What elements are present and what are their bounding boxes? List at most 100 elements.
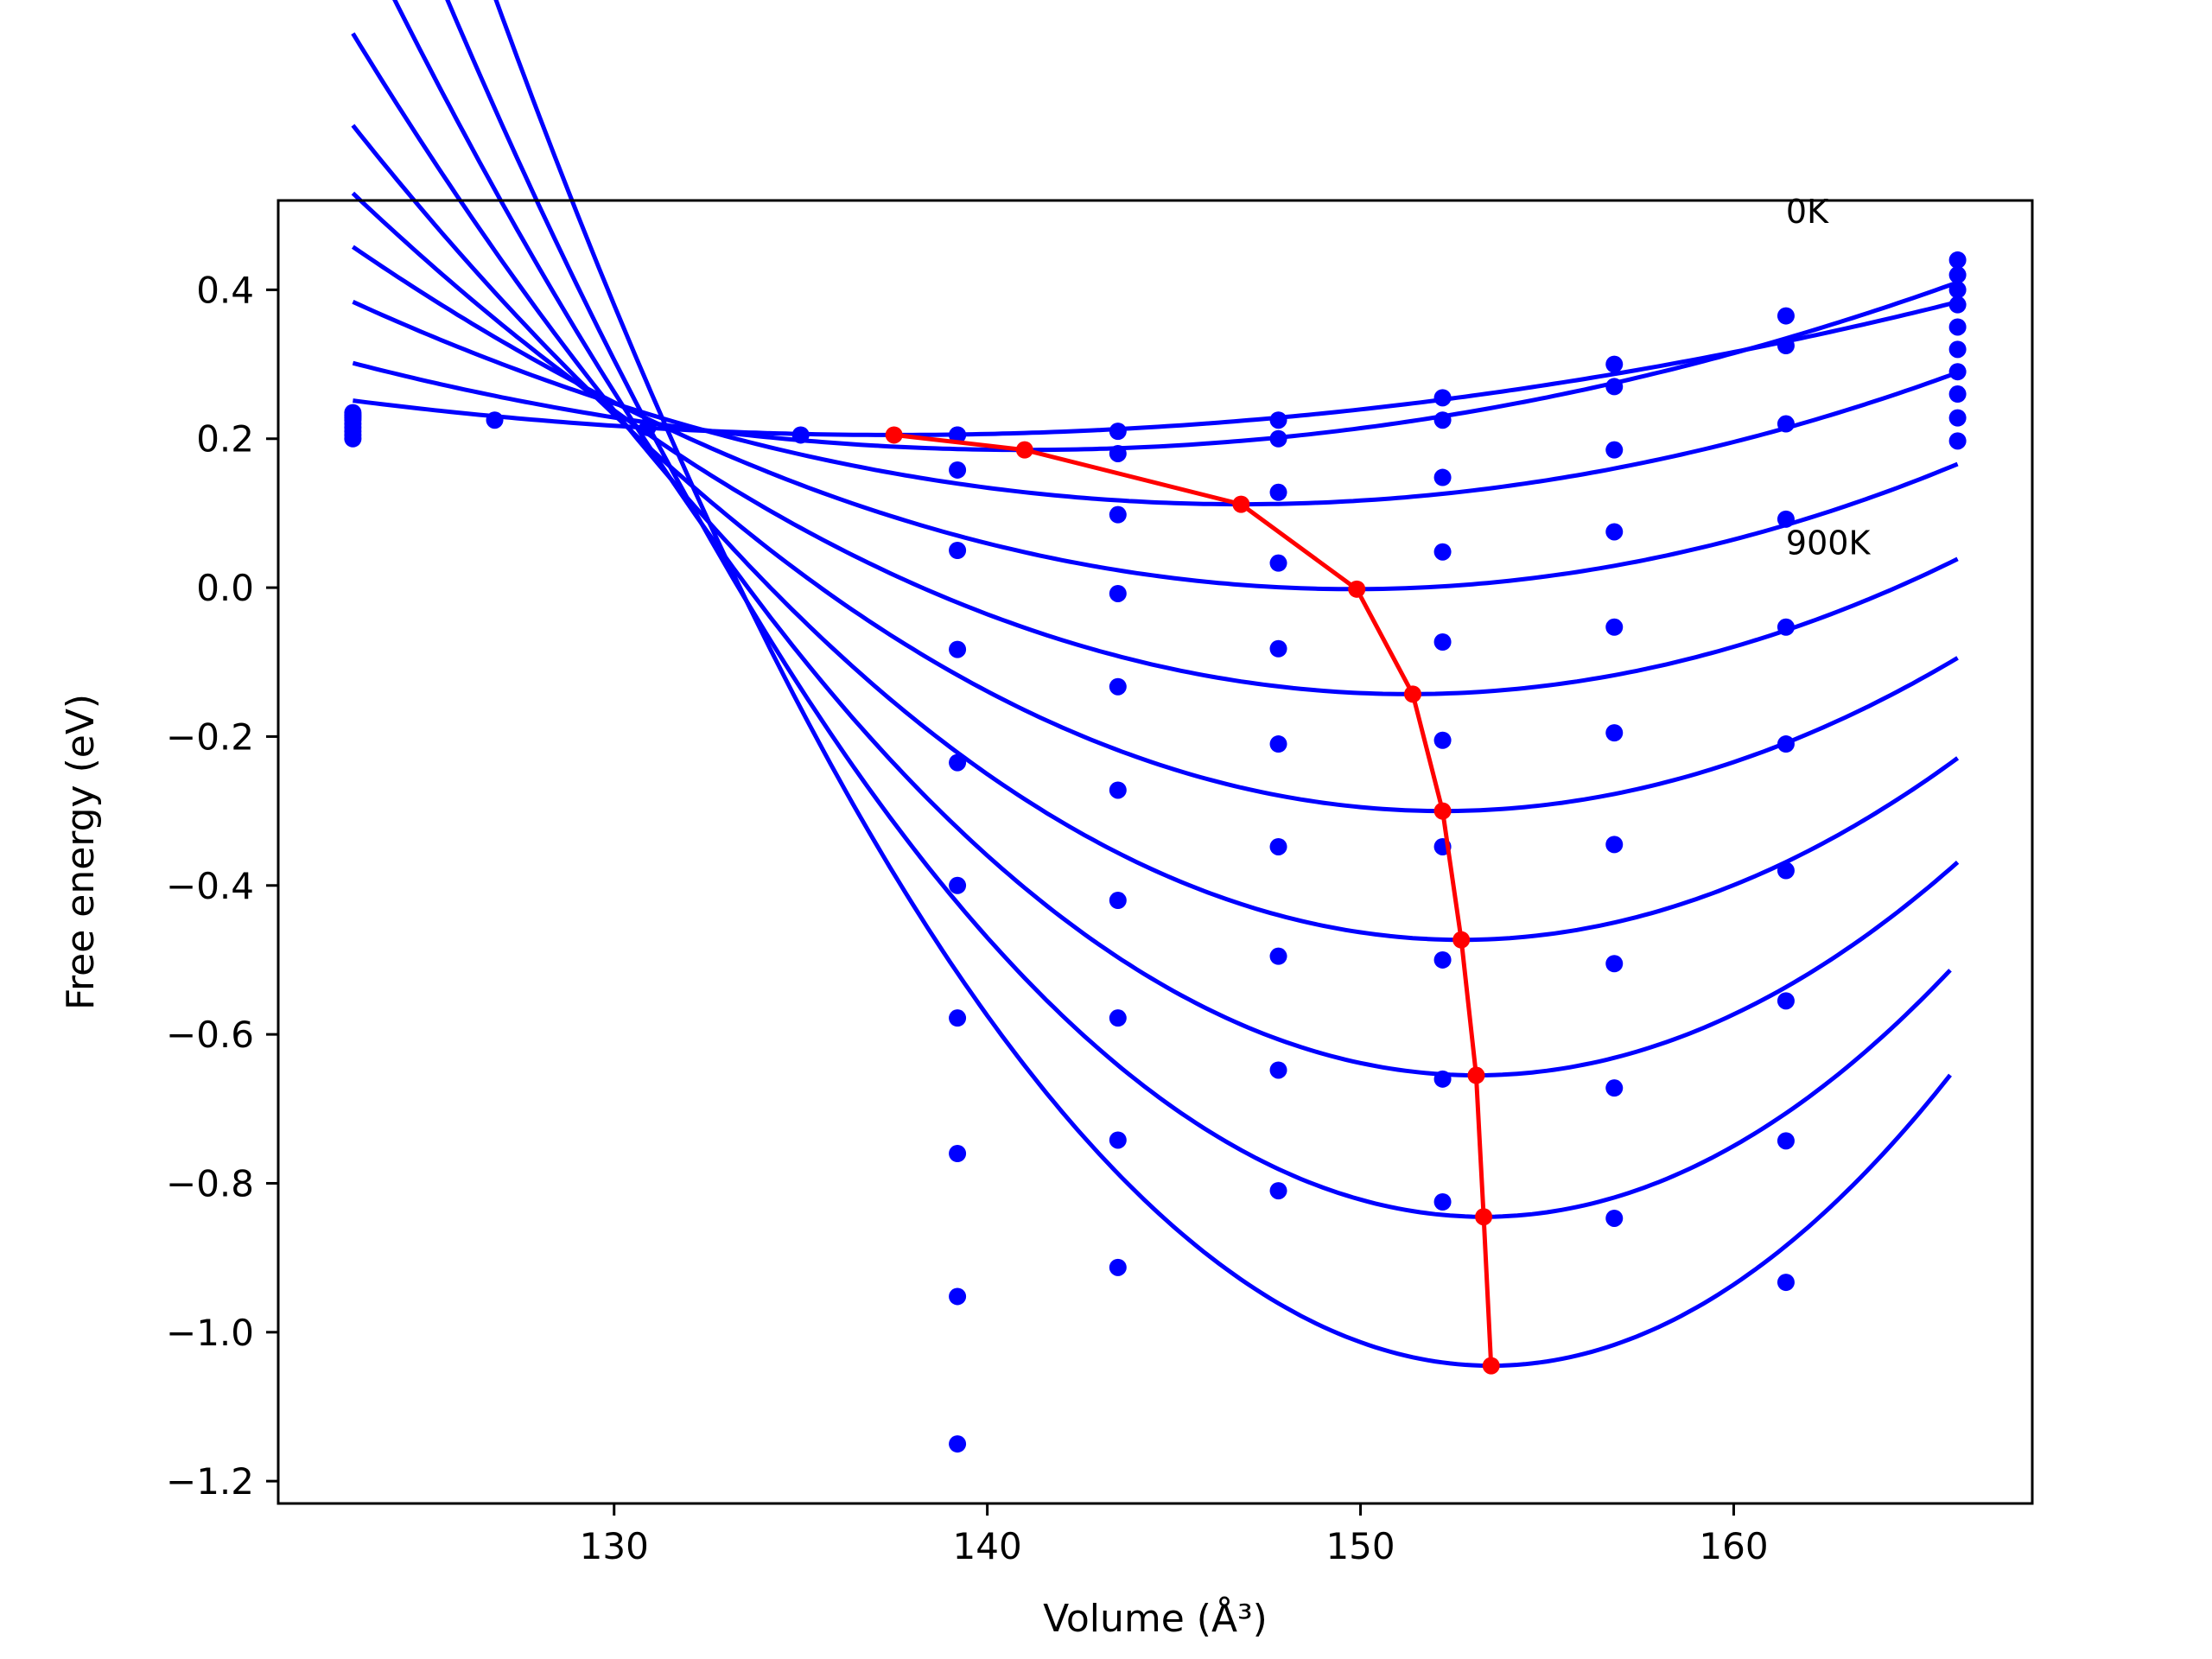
data-point-800K-2 bbox=[1109, 1131, 1127, 1149]
y-tick-label: −0.4 bbox=[166, 865, 254, 907]
minimum-point-7 bbox=[1467, 1066, 1485, 1084]
data-point-700K-6 bbox=[1777, 992, 1795, 1010]
data-point-700K-4 bbox=[1433, 950, 1452, 969]
data-point-0K-7 bbox=[1433, 389, 1452, 407]
data-point-0K-10 bbox=[1948, 251, 1967, 269]
data-point-600K-6 bbox=[1777, 861, 1795, 880]
y-tick-label: −0.2 bbox=[166, 715, 254, 758]
minimum-point-9 bbox=[1482, 1357, 1500, 1375]
data-point-600K-7 bbox=[1948, 363, 1967, 381]
data-point-300K-5 bbox=[1605, 523, 1624, 541]
data-point-100K-1 bbox=[949, 426, 967, 444]
data-point-100K-4 bbox=[1433, 411, 1452, 429]
data-point-400K-3 bbox=[1269, 639, 1287, 658]
minimum-point-1 bbox=[1015, 441, 1033, 459]
y-axis-label: Free energy (eV) bbox=[59, 694, 103, 1010]
data-point-900K-4 bbox=[1433, 1193, 1452, 1211]
data-point-700K-5 bbox=[1605, 955, 1624, 973]
data-point-300K-6 bbox=[1777, 510, 1795, 528]
fit-curve-900K bbox=[493, 0, 1952, 1369]
y-tick-label: 0.4 bbox=[196, 269, 254, 311]
axes-frame bbox=[276, 199, 2034, 1505]
data-point-0K-6 bbox=[1269, 411, 1287, 429]
data-point-100K-6 bbox=[1777, 337, 1795, 355]
data-point-900K-5 bbox=[1605, 1209, 1624, 1227]
data-point-0K-9 bbox=[1777, 307, 1795, 325]
data-point-0K-2 bbox=[639, 418, 657, 436]
data-point-700K-1 bbox=[949, 1009, 967, 1027]
data-point-100K-5 bbox=[1605, 378, 1624, 396]
data-point-700K-3 bbox=[1269, 947, 1287, 965]
data-point-0K-5 bbox=[1109, 423, 1127, 441]
minimum-point-5 bbox=[1433, 802, 1452, 820]
data-point-600K-3 bbox=[1269, 837, 1287, 855]
data-point-900K-0 bbox=[344, 404, 362, 422]
data-point-400K-6 bbox=[1777, 618, 1795, 636]
minima-line bbox=[893, 432, 1494, 1366]
annotations: 0K 900K bbox=[1786, 193, 1872, 562]
data-point-700K-2 bbox=[1109, 1009, 1127, 1027]
data-point-200K-1 bbox=[949, 461, 967, 479]
x-axis-label: Volume (Å³) bbox=[1043, 1595, 1268, 1641]
data-point-500K-2 bbox=[1109, 781, 1127, 799]
data-point-500K-1 bbox=[949, 753, 967, 772]
minima-path bbox=[885, 426, 1500, 1375]
minimum-point-0 bbox=[885, 426, 903, 444]
data-point-400K-5 bbox=[1605, 618, 1624, 636]
data-point-400K-4 bbox=[1433, 632, 1452, 651]
data-point-500K-5 bbox=[1605, 724, 1624, 742]
x-ticks: 130 140 150 160 bbox=[580, 1503, 1769, 1567]
data-point-800K-3 bbox=[1269, 1061, 1287, 1079]
x-tick-label: 140 bbox=[953, 1525, 1022, 1567]
minimum-point-4 bbox=[1404, 685, 1422, 703]
data-point-500K-4 bbox=[1433, 731, 1452, 749]
data-point-200K-4 bbox=[1433, 468, 1452, 486]
data-point-100K-7 bbox=[1948, 266, 1967, 284]
data-point-200K-2 bbox=[1109, 505, 1127, 524]
data-point-0K-8 bbox=[1605, 355, 1624, 373]
data-point-100K-2 bbox=[1109, 444, 1127, 462]
data-point-800K-4 bbox=[1433, 1070, 1452, 1088]
data-point-400K-1 bbox=[949, 640, 967, 658]
data-point-800K-6 bbox=[1777, 1132, 1795, 1150]
data-point-300K-7 bbox=[1948, 296, 1967, 314]
data-point-800K-5 bbox=[1605, 1079, 1624, 1097]
data-point-500K-7 bbox=[1948, 340, 1967, 359]
data-point-300K-3 bbox=[1269, 554, 1287, 572]
data-point-200K-5 bbox=[1605, 441, 1624, 459]
minimum-point-2 bbox=[1232, 495, 1250, 513]
data-point-300K-1 bbox=[949, 542, 967, 560]
data-point-200K-7 bbox=[1948, 281, 1967, 299]
data-point-600K-5 bbox=[1605, 836, 1624, 854]
fit-curve-600K bbox=[351, 32, 1960, 943]
y-tick-label: −1.0 bbox=[166, 1312, 254, 1354]
data-point-600K-2 bbox=[1109, 892, 1127, 910]
data-point-500K-3 bbox=[1269, 735, 1287, 753]
fit-curve-800K bbox=[445, 0, 1952, 1219]
y-tick-label: −0.8 bbox=[166, 1162, 254, 1205]
minimum-point-3 bbox=[1348, 580, 1366, 598]
data-point-extra-0 bbox=[949, 1435, 967, 1453]
data-point-400K-2 bbox=[1109, 677, 1127, 696]
minimum-point-6 bbox=[1452, 931, 1471, 949]
data-point-0K-3 bbox=[791, 426, 810, 444]
y-tick-label: 0.0 bbox=[196, 567, 254, 609]
annotation-1: 900K bbox=[1786, 524, 1872, 562]
fit-curve-700K bbox=[392, 0, 1960, 1077]
data-point-900K-3 bbox=[1269, 1182, 1287, 1200]
data-point-200K-3 bbox=[1269, 483, 1287, 501]
fit-curves bbox=[351, 0, 1960, 1369]
y-ticks: −1.2 −1.0 −0.8 −0.6 −0.4 −0.2 0.0 0.2 0.4 bbox=[166, 269, 278, 1503]
data-point-900K-6 bbox=[1777, 1274, 1795, 1292]
data-point-800K-7 bbox=[1948, 409, 1967, 427]
y-tick-label: −0.6 bbox=[166, 1014, 254, 1056]
data-point-900K-7 bbox=[1948, 432, 1967, 450]
data-point-800K-1 bbox=[949, 1144, 967, 1162]
data-point-300K-2 bbox=[1109, 584, 1127, 602]
data-point-900K-1 bbox=[949, 1287, 967, 1306]
data-point-500K-6 bbox=[1777, 735, 1795, 753]
y-tick-label: 0.2 bbox=[196, 418, 254, 461]
x-tick-label: 130 bbox=[580, 1525, 649, 1567]
